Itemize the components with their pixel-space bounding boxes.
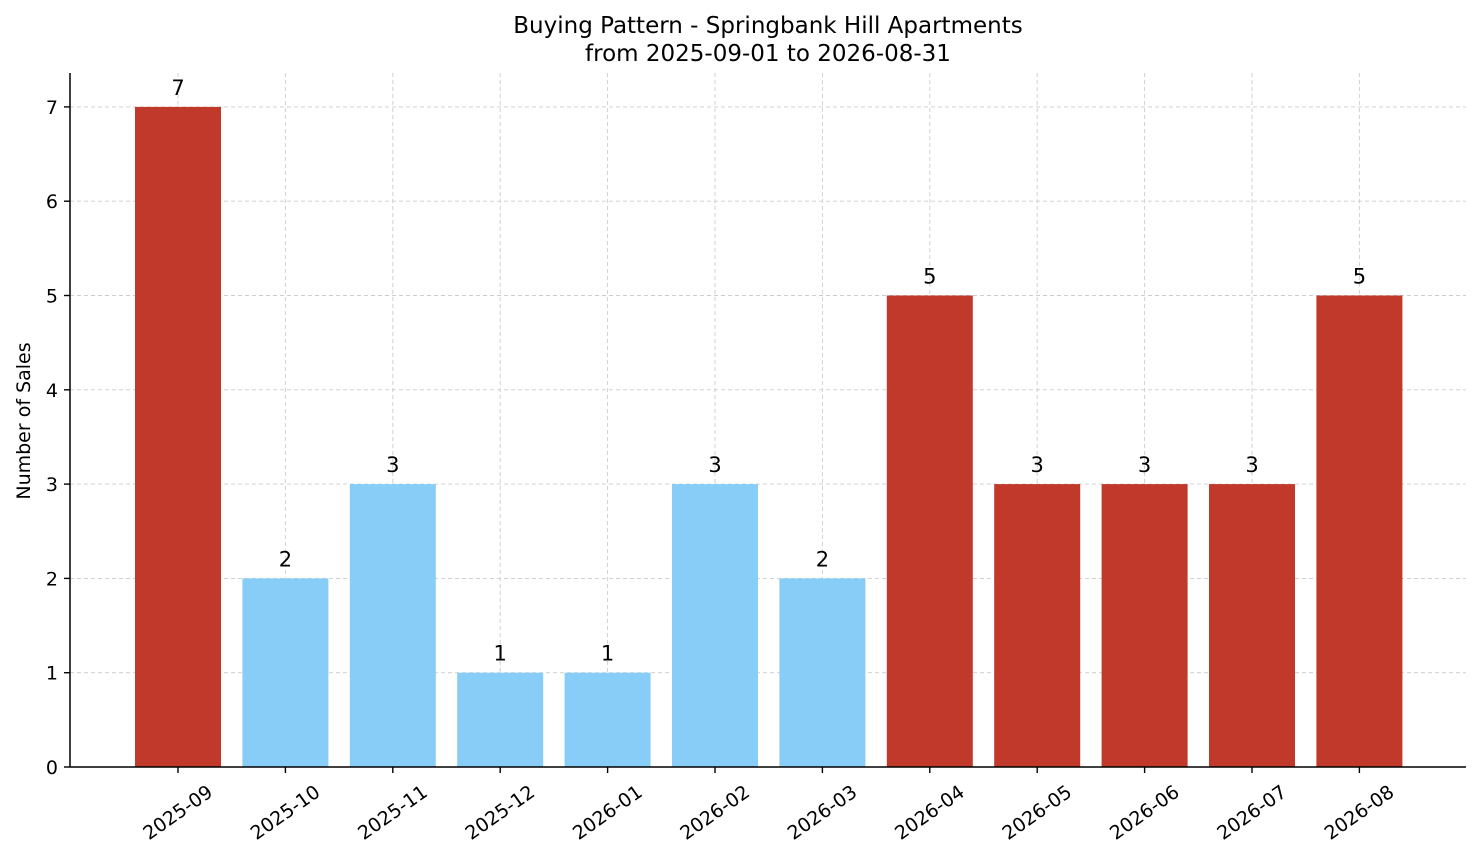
value-label: 3	[708, 453, 721, 477]
y-tick-label: 1	[46, 663, 58, 685]
x-tick-label: 2026-01	[569, 781, 647, 845]
value-label: 3	[386, 453, 399, 477]
value-label: 5	[923, 265, 936, 289]
bar-2026-06	[1101, 484, 1188, 767]
bar-2025-10	[242, 578, 329, 767]
x-tick-label: 2026-04	[891, 781, 969, 845]
x-tick-label: 2026-05	[998, 781, 1076, 845]
y-tick-label: 4	[46, 380, 58, 402]
value-label: 3	[1138, 453, 1151, 477]
bar-2025-09	[135, 106, 221, 767]
y-ticks: 0 1 2 3 4 5 6 7	[46, 97, 70, 779]
x-tick-label: 2026-06	[1106, 781, 1184, 845]
y-axis-label: Number of Sales	[13, 342, 35, 499]
bar-2025-12	[457, 672, 544, 767]
value-label: 7	[171, 76, 184, 100]
value-label: 3	[1245, 453, 1258, 477]
y-tick-label: 0	[46, 757, 58, 779]
x-tick-label: 2025-09	[139, 781, 217, 845]
value-label: 1	[601, 642, 614, 666]
value-label: 2	[279, 547, 292, 571]
bar-2026-02	[672, 484, 758, 767]
y-tick-label: 6	[46, 191, 58, 213]
bars	[135, 106, 1403, 767]
value-labels: 7 2 3 1 1 3 2 5 3 3 3 5	[171, 76, 1366, 666]
bar-2026-07	[1209, 484, 1295, 767]
x-tick-label: 2025-11	[354, 781, 432, 845]
x-tick-label: 2026-03	[784, 781, 862, 845]
bar-2026-05	[994, 484, 1081, 767]
y-tick-label: 2	[46, 568, 58, 590]
x-ticks: 2025-09 2025-10 2025-11 2025-12 2026-01 2026-…	[139, 767, 1398, 845]
y-tick-label: 3	[46, 474, 58, 496]
axes	[69, 73, 1466, 768]
y-tick-label: 5	[46, 286, 58, 308]
value-label: 3	[1031, 453, 1044, 477]
bar-2025-11	[349, 484, 436, 767]
bar-2026-04	[886, 295, 973, 767]
x-tick-label: 2025-10	[247, 781, 325, 845]
x-tick-label: 2025-12	[461, 781, 539, 845]
x-tick-label: 2026-07	[1213, 781, 1291, 845]
x-tick-label: 2026-08	[1321, 781, 1399, 845]
y-tick-label: 7	[46, 97, 58, 119]
bar-2026-01	[564, 672, 651, 767]
chart-subtitle: from 2025-09-01 to 2026-08-31	[585, 41, 951, 67]
value-label: 5	[1353, 265, 1366, 289]
bar-2026-03	[779, 578, 866, 767]
bar-2026-08	[1316, 295, 1403, 767]
value-label: 2	[816, 547, 829, 571]
x-tick-label: 2026-02	[676, 781, 754, 845]
value-label: 1	[494, 642, 507, 666]
chart-title: Buying Pattern - Springbank Hill Apartme…	[513, 13, 1022, 39]
